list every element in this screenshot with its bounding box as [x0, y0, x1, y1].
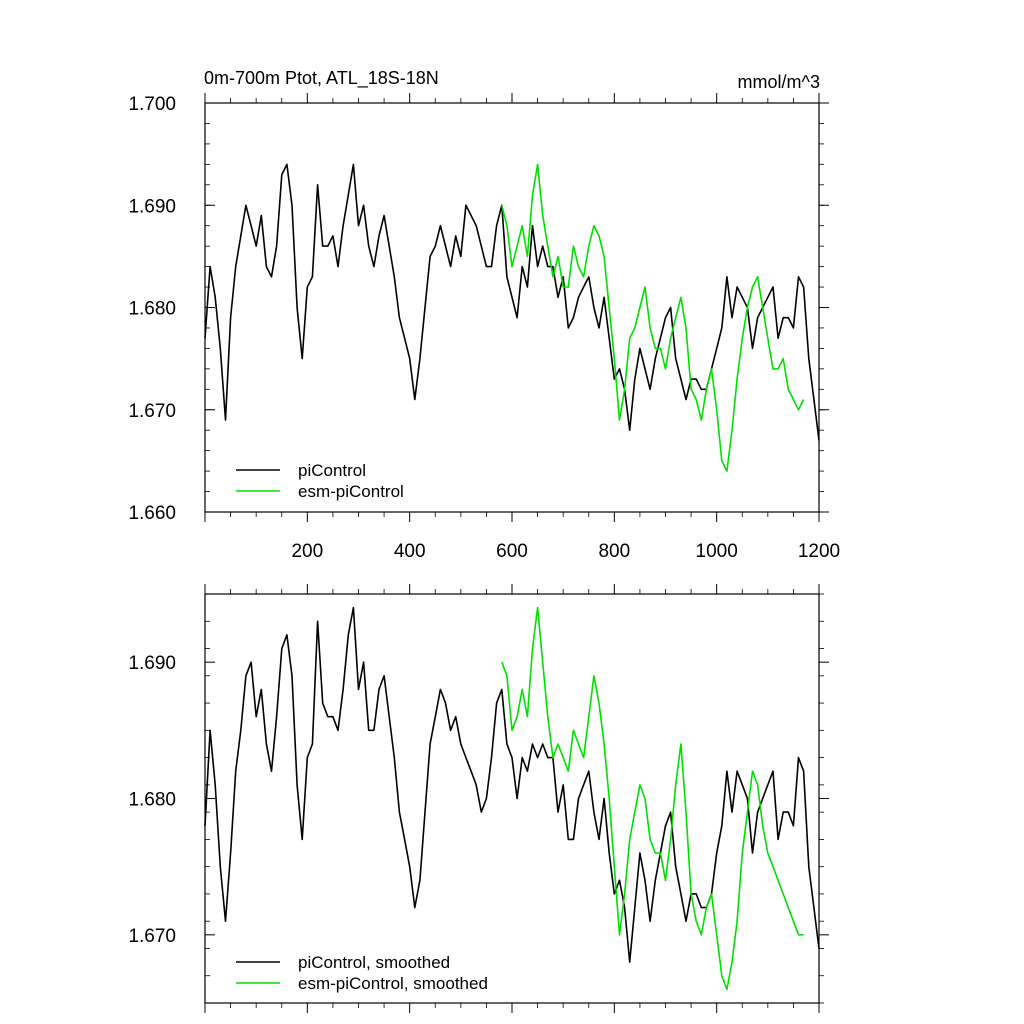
top-x-tick-label: 1200: [798, 541, 840, 562]
top-panel: 0m-700m Ptot, ATL_18S-18N mmol/m^3 1.660…: [128, 68, 840, 562]
bottom-y-tick-label: 1.670: [128, 926, 176, 947]
legend-label-esm-picontrol-smoothed: esm-piControl, smoothed: [298, 974, 488, 993]
bottom-y-tick-label: 1.680: [128, 790, 176, 811]
top-x-tick-label: 200: [291, 541, 323, 562]
top-x-tick-label: 600: [496, 541, 528, 562]
legend-label-picontrol: piControl: [298, 461, 366, 480]
top-x-tick-label: 800: [598, 541, 630, 562]
bottom-series-picontrol-smoothed: [204, 606, 820, 963]
top-units: mmol/m^3: [738, 72, 820, 92]
top-x-tick-label: 400: [394, 541, 426, 562]
bottom-axes: 1.670 1.680 1.690: [128, 584, 829, 1013]
top-frame: [204, 102, 820, 513]
bottom-y-tick-label: 1.690: [128, 653, 176, 674]
top-series-esm-picontrol: [501, 163, 805, 472]
top-x-tick-label: 1000: [696, 541, 738, 562]
bottom-series: [204, 606, 820, 991]
bottom-frame: [204, 593, 820, 1004]
top-legend: piControl esm-piControl: [236, 461, 404, 501]
top-title: 0m-700m Ptot, ATL_18S-18N: [204, 68, 439, 89]
top-axes: 1.660 1.670 1.680 1.690 1.700 200 400 600 800 100…: [128, 93, 840, 562]
top-y-tick-label: 1.690: [128, 196, 176, 217]
bottom-series-esm-picontrol-smoothed: [501, 606, 804, 991]
bottom-panel: 1.670 1.680 1.690 piControl, smoothed esm-…: [128, 584, 829, 1013]
legend-label-esm-picontrol: esm-piControl: [298, 482, 404, 501]
legend-label-picontrol-smoothed: piControl, smoothed: [298, 953, 450, 972]
top-y-tick-label: 1.700: [128, 94, 176, 115]
bottom-legend: piControl, smoothed esm-piControl, smoot…: [236, 953, 488, 993]
top-y-tick-label: 1.660: [128, 503, 176, 524]
top-y-tick-label: 1.680: [128, 299, 176, 320]
top-y-tick-label: 1.670: [128, 401, 176, 422]
top-series: [204, 163, 820, 472]
top-series-picontrol: [204, 163, 820, 441]
